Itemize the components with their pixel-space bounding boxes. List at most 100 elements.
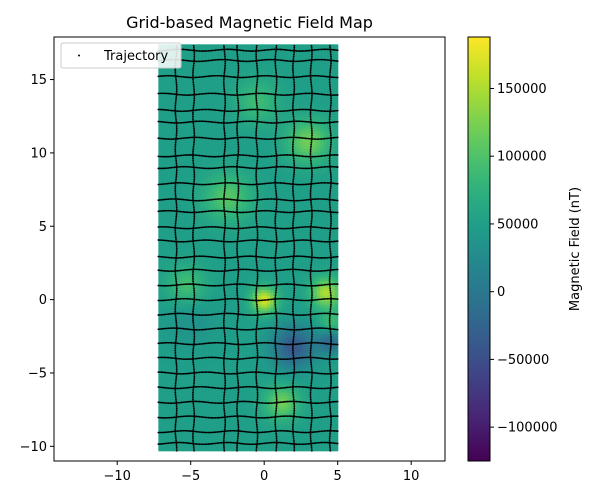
heatmap-cell xyxy=(181,315,186,320)
heatmap-cell xyxy=(220,210,224,214)
heatmap-cell xyxy=(161,301,165,305)
heatmap-cell xyxy=(193,78,198,82)
heatmap-cell xyxy=(184,409,189,414)
heatmap-cell xyxy=(240,438,245,443)
heatmap-cell xyxy=(173,412,177,417)
heatmap-cell xyxy=(164,142,168,147)
heatmap-cell xyxy=(161,104,165,109)
heatmap-cell xyxy=(161,371,165,376)
heatmap-cell xyxy=(161,242,165,246)
heatmap-cell xyxy=(258,201,262,205)
heatmap-cell xyxy=(231,81,236,85)
heatmap-cell xyxy=(217,412,221,417)
heatmap-cell xyxy=(211,227,215,232)
heatmap-cell xyxy=(240,189,245,194)
heatmap-cell xyxy=(240,69,245,73)
heatmap-cell xyxy=(199,174,204,179)
heatmap-cell xyxy=(243,365,248,370)
heatmap-cell xyxy=(178,101,183,106)
heatmap-cell xyxy=(225,125,230,129)
heatmap-cell xyxy=(158,368,162,373)
heatmap-cell xyxy=(190,180,195,185)
heatmap-cell xyxy=(231,298,236,302)
heatmap-cell xyxy=(211,66,215,70)
heatmap-cell xyxy=(184,248,189,252)
heatmap-cell xyxy=(187,257,192,261)
heatmap-cell xyxy=(205,66,209,70)
heatmap-cell xyxy=(225,104,230,109)
heatmap-cell xyxy=(190,345,195,349)
heatmap-cell xyxy=(181,280,186,285)
heatmap-cell xyxy=(225,257,230,261)
heatmap-cell xyxy=(240,98,245,103)
heatmap-cell xyxy=(161,204,165,208)
heatmap-cell xyxy=(211,78,215,82)
heatmap-cell xyxy=(231,113,236,117)
heatmap-cell xyxy=(187,392,192,396)
heatmap-cell xyxy=(225,301,230,305)
heatmap-cell xyxy=(231,374,236,378)
heatmap-cell xyxy=(178,104,183,109)
heatmap-cell xyxy=(184,245,189,249)
heatmap-cell xyxy=(173,86,177,91)
heatmap-cell xyxy=(211,204,215,208)
heatmap-cell xyxy=(187,213,192,217)
heatmap-cell xyxy=(173,122,177,126)
heatmap-cell xyxy=(246,163,251,167)
heatmap-cell xyxy=(217,433,221,437)
heatmap-cell xyxy=(231,44,236,47)
heatmap-cell xyxy=(261,271,265,276)
heatmap-cell xyxy=(211,207,215,211)
heatmap-cell xyxy=(252,177,256,182)
heatmap-cell xyxy=(231,283,236,288)
heatmap-cell xyxy=(187,86,192,91)
heatmap-cell xyxy=(240,374,245,378)
heatmap-cell xyxy=(181,48,186,53)
heatmap-cell xyxy=(243,160,248,164)
heatmap-cell xyxy=(202,412,206,417)
heatmap-cell xyxy=(231,186,236,191)
heatmap-cell xyxy=(228,110,233,114)
heatmap-cell xyxy=(187,271,192,276)
heatmap-cell xyxy=(240,163,245,167)
heatmap-cell xyxy=(199,436,204,440)
heatmap-cell xyxy=(225,192,230,197)
heatmap-cell xyxy=(190,421,195,425)
heatmap-cell xyxy=(228,392,233,396)
heatmap-cell xyxy=(176,336,180,340)
heatmap-cell xyxy=(205,306,209,311)
heatmap-cell xyxy=(196,436,201,440)
heatmap-cell xyxy=(228,251,233,255)
heatmap-cell xyxy=(231,295,236,299)
heatmap-cell xyxy=(199,110,204,114)
heatmap-cell xyxy=(240,436,245,440)
heatmap-cell xyxy=(202,195,206,199)
heatmap-cell xyxy=(234,262,239,267)
heatmap-cell xyxy=(217,189,221,194)
heatmap-cell xyxy=(164,315,168,320)
heatmap-cell xyxy=(223,447,227,452)
heatmap-cell xyxy=(240,251,245,255)
heatmap-cell xyxy=(199,295,204,299)
heatmap-cell xyxy=(205,427,209,431)
heatmap-cell xyxy=(214,142,218,147)
heatmap-cell xyxy=(173,362,177,367)
heatmap-cell xyxy=(205,304,209,308)
heatmap-cell xyxy=(164,75,168,79)
heatmap-cell xyxy=(261,403,265,408)
heatmap-cell xyxy=(173,157,177,161)
heatmap-cell xyxy=(167,304,171,308)
heatmap-cell xyxy=(173,251,177,255)
heatmap-cell xyxy=(261,301,265,305)
heatmap-cell xyxy=(178,125,183,129)
heatmap-cell xyxy=(240,365,245,370)
heatmap-cell xyxy=(161,286,165,290)
heatmap-cell xyxy=(223,163,227,167)
heatmap-cell xyxy=(196,63,201,67)
heatmap-cell xyxy=(231,345,236,349)
heatmap-cell xyxy=(258,318,262,323)
heatmap-cell xyxy=(196,227,201,232)
heatmap-cell xyxy=(246,274,251,279)
heatmap-cell xyxy=(211,44,215,47)
heatmap-cell xyxy=(184,63,189,67)
